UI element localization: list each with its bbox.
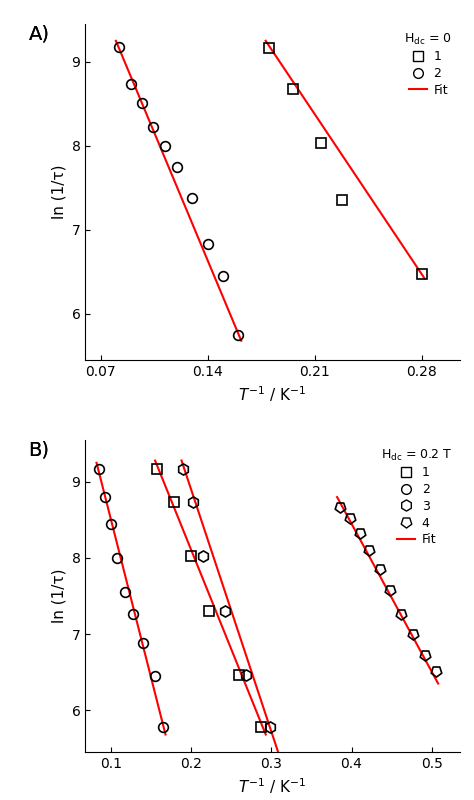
Text: A): A)	[28, 24, 49, 43]
Text: B): B)	[28, 440, 49, 459]
Legend: 1, 2, 3, 4, Fit: 1, 2, 3, 4, Fit	[376, 442, 457, 551]
Y-axis label: ln (1/τ): ln (1/τ)	[51, 569, 66, 623]
Text: B): B)	[28, 440, 49, 459]
X-axis label: $\mathit{T}^{-1}$ / K$^{-1}$: $\mathit{T}^{-1}$ / K$^{-1}$	[238, 777, 307, 796]
X-axis label: $\mathit{T}^{-1}$ / K$^{-1}$: $\mathit{T}^{-1}$ / K$^{-1}$	[238, 385, 307, 404]
Legend: 1, 2, Fit: 1, 2, Fit	[400, 26, 457, 102]
Y-axis label: ln (1/τ): ln (1/τ)	[51, 165, 66, 219]
Text: A): A)	[28, 24, 49, 43]
